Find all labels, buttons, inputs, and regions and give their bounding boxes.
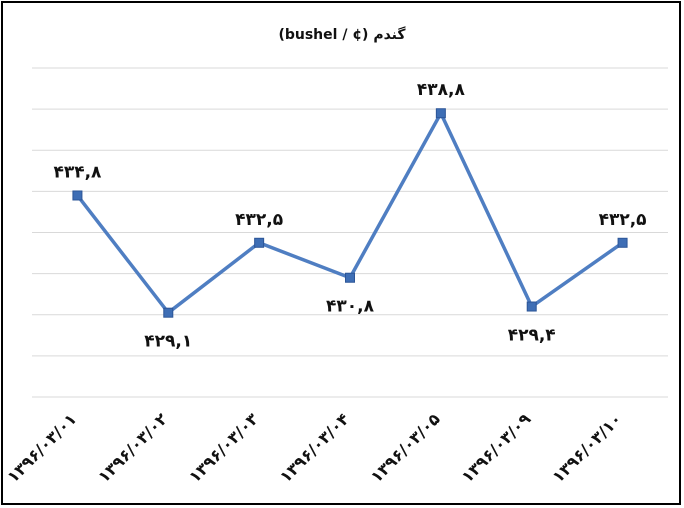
data-label: ۴۳۲,۵ [599,210,647,230]
x-tick-label: ۱۳۹۶/۰۳/۱۰ [548,409,625,486]
x-tick-label: ۱۳۹۶/۰۳/۰۵ [367,409,444,486]
data-label: ۴۳۴,۸ [53,162,102,182]
data-point-marker [72,190,83,201]
x-tick-label: ۱۳۹۶/۰۳/۰۹ [458,409,535,486]
x-tick-label: ۱۳۹۶/۰۳/۰۲ [94,409,171,486]
x-tick-label: ۱۳۹۶/۰۳/۰۳ [185,409,262,486]
data-point-marker [254,237,265,248]
data-point-marker [617,237,628,248]
data-label: ۴۳۰,۸ [326,297,375,317]
x-tick-label: ۱۳۹۶/۰۳/۰۴ [276,409,353,486]
data-label: ۴۳۲,۵ [235,210,283,230]
data-label: ۴۳۸,۸ [417,80,466,100]
chart-title: گندم (¢ / bushel) [278,27,406,43]
data-point-marker [526,301,537,312]
data-label: ۴۲۹,۴ [508,326,556,346]
data-point-marker [435,108,446,119]
data-point-marker [163,307,174,318]
series-line [76,111,624,315]
x-tick-label: ۱۳۹۶/۰۳/۰۱ [3,409,80,486]
data-point-marker [345,272,355,283]
data-label: ۴۲۹,۱ [144,332,192,352]
